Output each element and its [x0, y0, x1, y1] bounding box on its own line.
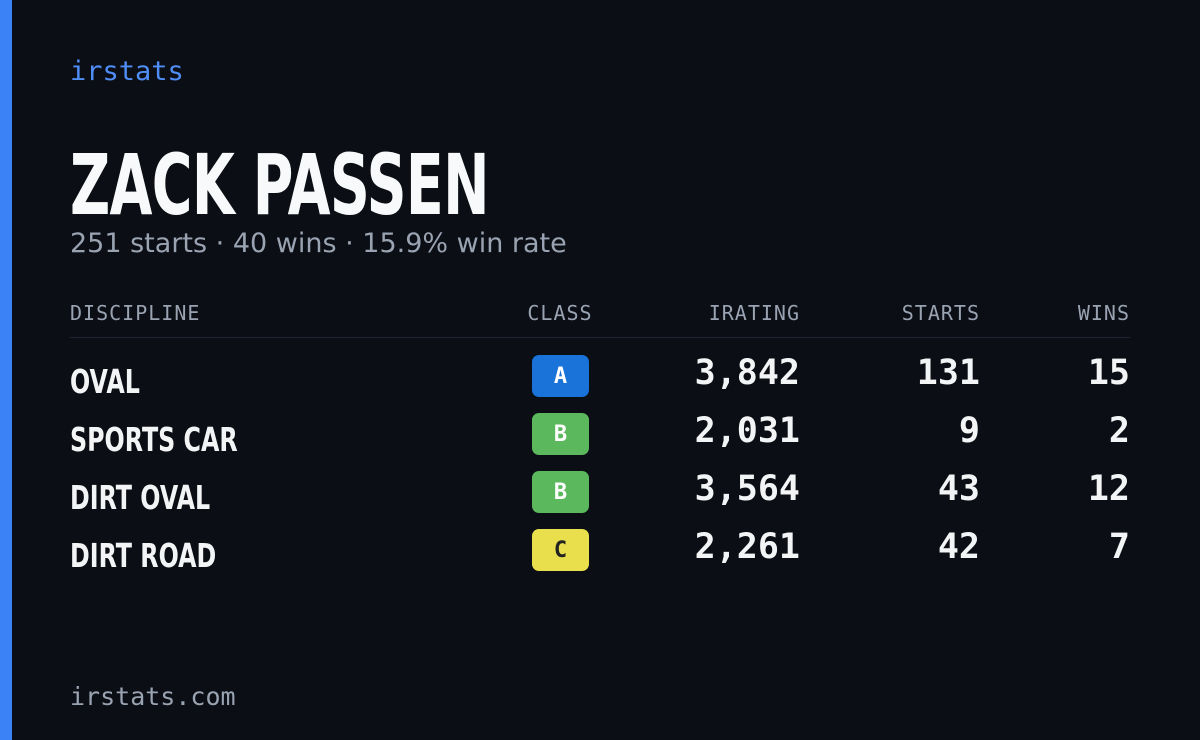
- header-rule: [70, 337, 1130, 338]
- class-badge: B: [532, 413, 589, 455]
- driver-summary: 251 starts · 40 wins · 15.9% win rate: [70, 228, 567, 259]
- class-badge: A: [532, 355, 589, 397]
- column-header: STARTS: [901, 301, 980, 325]
- irating-value: 3,564: [694, 469, 800, 509]
- starts-value: 9: [958, 411, 980, 451]
- wins-value: 15: [1087, 353, 1130, 393]
- irating-value: 2,261: [694, 527, 800, 567]
- footer: irstats.com: [70, 682, 236, 711]
- column-header: WINS: [1077, 301, 1130, 325]
- wins-value: 12: [1087, 469, 1130, 509]
- discipline: OVAL: [70, 362, 140, 401]
- class-badge: B: [532, 471, 589, 513]
- class-badge: C: [532, 529, 589, 571]
- driver-name: ZACK PASSEN: [70, 136, 490, 234]
- accent-bar: [0, 0, 12, 740]
- brand: irstats: [70, 56, 184, 87]
- starts-value: 43: [937, 469, 980, 509]
- wins-value: 7: [1108, 527, 1130, 567]
- irating-value: 2,031: [694, 411, 800, 451]
- discipline: DIRT OVAL: [70, 478, 211, 517]
- column-header: CLASS: [527, 301, 593, 325]
- starts-value: 131: [916, 353, 980, 393]
- column-header: IRATING: [708, 301, 800, 325]
- irating-value: 3,842: [694, 353, 800, 393]
- starts-value: 42: [937, 527, 980, 567]
- column-header: DISCIPLINE: [70, 301, 201, 325]
- discipline: DIRT ROAD: [70, 536, 217, 575]
- wins-value: 2: [1108, 411, 1130, 451]
- discipline: SPORTS CAR: [70, 420, 238, 459]
